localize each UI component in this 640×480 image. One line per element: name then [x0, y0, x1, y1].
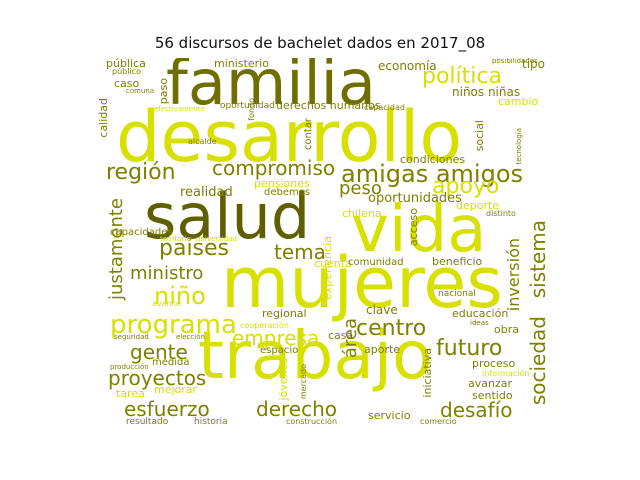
word-paises: países [159, 236, 230, 261]
word-sociedad: sociedad [526, 316, 549, 406]
word-proceso: proceso [472, 357, 516, 370]
word-eleccion: elección [176, 333, 205, 341]
word-ninos-ninas: niños niñas [452, 85, 521, 99]
word-sentido: sentido [472, 389, 513, 402]
word-peso: peso [339, 178, 382, 199]
word-publico: público [112, 67, 141, 76]
word-fondo: fondo [247, 98, 256, 121]
word-efectivamente: efectivamente [154, 105, 205, 113]
word-futuro: futuro [436, 336, 503, 361]
word-medida: medida [152, 357, 190, 368]
word-derecho: derecho [256, 397, 337, 421]
word-amigas-amigos: amigas amigos [341, 160, 524, 188]
word-educacion: educación [452, 307, 509, 320]
word-produccion: producción [110, 363, 149, 371]
word-casa: casa [328, 329, 354, 342]
word-ideas: ideas [470, 319, 489, 327]
word-resultado: resultado [126, 417, 169, 427]
word-inversion: inversión [504, 238, 523, 312]
word-contar: contar [303, 118, 314, 151]
word-iniciativa: iniciativa [421, 348, 434, 398]
word-avance: avance [152, 299, 181, 308]
word-debemos: debemos [264, 187, 311, 198]
word-justamente: justamente [106, 198, 127, 301]
chart-title: 56 discursos de bachelet dados en 2017_0… [154, 34, 486, 52]
word-espacio: espacio [260, 345, 299, 356]
word-oportunidades: oportunidades [368, 191, 462, 206]
word-caso: caso [114, 77, 140, 90]
word-cooperacion: cooperación [240, 321, 289, 330]
word-familia: familia [166, 58, 376, 119]
word-obra: obra [494, 323, 519, 336]
word-cambio: cambio [498, 95, 539, 108]
word-seguridad: seguridad [114, 333, 149, 341]
word-comercio: comercio [420, 417, 457, 426]
word-calidad: calidad [97, 98, 110, 138]
word-nino: niño [154, 282, 206, 310]
word-ministro: ministro [130, 263, 204, 284]
word-realidad: realidad [180, 185, 233, 200]
word-desafio: desafío [440, 398, 513, 422]
word-trabajo: trabajo [198, 317, 433, 394]
word-programa: programa [110, 310, 237, 340]
word-derechos-humanos: derechos humanos [276, 99, 381, 112]
word-historia: historia [194, 417, 228, 427]
word-centro: centro [356, 316, 427, 341]
word-publica: pública [106, 58, 146, 70]
word-construccion: construcción [286, 417, 338, 426]
word-salud: salud [144, 180, 311, 253]
word-jovenes: jóvenes [277, 358, 290, 401]
word-empresa: empresa [232, 326, 320, 350]
word-experiencia: experiencia [321, 236, 334, 300]
word-tipo: tipo [522, 58, 545, 71]
word-social: social [473, 120, 486, 152]
word-condiciones: condiciones [400, 153, 466, 166]
word-pensiones: pensiones [254, 177, 310, 190]
word-capacidades: capacidades [110, 227, 173, 238]
word-proyectos: proyectos [108, 366, 207, 390]
word-compromiso: compromiso [212, 156, 336, 180]
word-cuenta: cuenta [314, 257, 352, 270]
word-territorio: territorio [160, 235, 191, 243]
word-desarrollo: desarrollo [116, 96, 463, 178]
word-universidad: universidad [196, 235, 237, 243]
word-sistema: sistema [526, 220, 549, 299]
word-acceso: acceso [407, 208, 420, 247]
word-economia: economía [378, 59, 437, 73]
word-beneficio: beneficio [432, 255, 483, 268]
word-chilena: chilena [342, 207, 382, 220]
word-mejorar: mejorar [154, 383, 198, 396]
word-comuna: comuna [126, 87, 155, 95]
word-nacional: nacional [438, 289, 476, 299]
word-servicio: servicio [368, 409, 411, 422]
word-vida: vida [351, 193, 487, 267]
word-informacion: información [482, 369, 530, 378]
word-regional: regional [262, 307, 307, 320]
word-comunidad: comunidad [348, 257, 404, 268]
word-paso: paso [157, 78, 170, 105]
word-esfuerzo: esfuerzo [124, 397, 210, 421]
word-mercado: mercado [299, 364, 308, 400]
word-oportunidad: oportunidad [220, 101, 275, 111]
word-posibilidades: posibilidades [492, 58, 538, 65]
word-avanzar: avanzar [468, 377, 512, 390]
word-distinto: distinto [486, 209, 516, 218]
word-alcalde: alcalde [188, 137, 217, 146]
word-cloud: familia desarrollo salud vida mujeres tr… [96, 58, 549, 430]
word-gente: gente [130, 340, 188, 364]
word-tecnologia: tecnología [515, 128, 523, 165]
word-ministerio: ministerio [214, 58, 269, 70]
word-apoyo: apoyo [432, 174, 500, 199]
word-clave: clave [366, 303, 398, 317]
word-politica: política [422, 64, 502, 89]
word-capacidad: capacidad [364, 103, 405, 112]
word-mujeres: mujeres [221, 242, 503, 324]
word-tema: tema [274, 240, 326, 264]
word-deporte: deporte [456, 199, 500, 212]
word-region: región [106, 160, 176, 185]
word-aporte: aporte [364, 343, 401, 356]
word-tarea: tarea [116, 387, 145, 400]
